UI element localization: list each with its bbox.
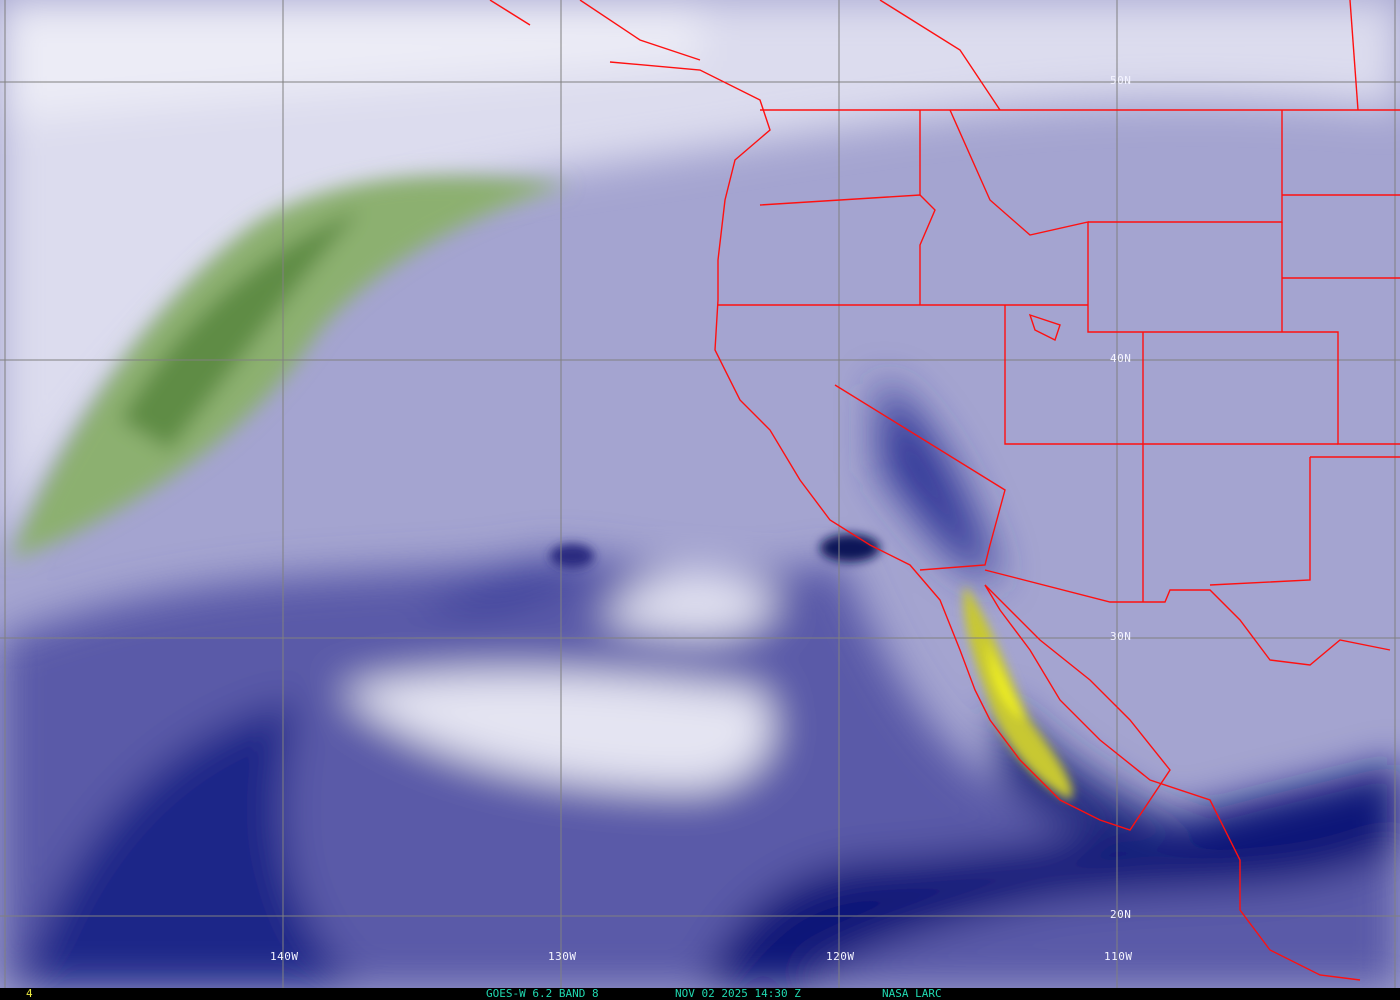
latitude-label-20n: 20N <box>1110 908 1132 921</box>
political-boundaries <box>489 0 1400 981</box>
frame-number: 4 <box>26 987 33 1000</box>
source-label: NASA LARC <box>882 987 942 1000</box>
longitude-label-140w: 140W <box>270 950 299 963</box>
timestamp-label: NOV 02 2025 14:30 Z <box>675 987 801 1000</box>
latitude-label-30n: 30N <box>1110 630 1132 643</box>
longitude-label-110w: 110W <box>1104 950 1133 963</box>
longitude-label-130w: 130W <box>548 950 577 963</box>
caption-bar: 4 GOES-W 6.2 BAND 8 NOV 02 2025 14:30 Z … <box>0 988 1400 1000</box>
longitude-label-120w: 120W <box>826 950 855 963</box>
latitude-label-50n: 50N <box>1110 74 1132 87</box>
satellite-band-label: GOES-W 6.2 BAND 8 <box>486 987 599 1000</box>
dry-slot-yellow <box>550 534 1073 800</box>
cold-cloud-tops <box>10 176 570 560</box>
latitude-label-40n: 40N <box>1110 352 1132 365</box>
